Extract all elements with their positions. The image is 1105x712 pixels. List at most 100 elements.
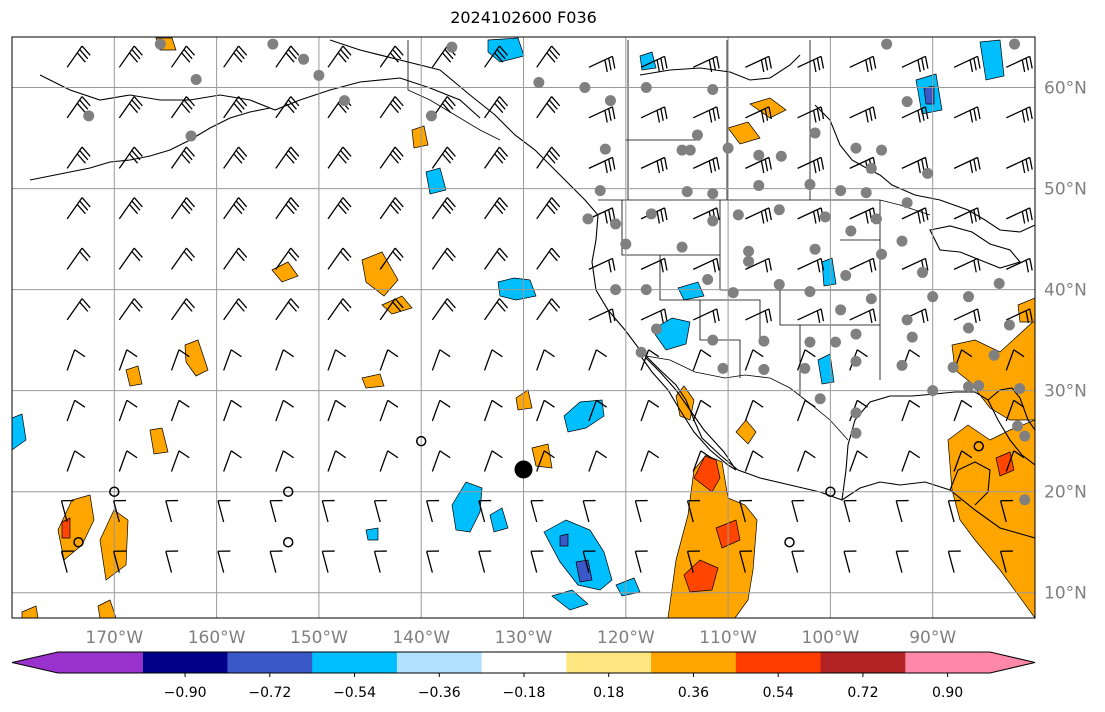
wind-barb-layer — [60, 45, 1033, 573]
wind-barb — [588, 349, 608, 371]
wind-barb — [796, 450, 816, 472]
wind-barb — [895, 550, 909, 573]
north-america-west-coast — [329, 39, 1035, 539]
wind-barb — [849, 55, 877, 73]
wind-barb — [66, 298, 91, 321]
positive-anomaly-region — [184, 339, 209, 377]
wind-barb — [66, 45, 91, 68]
wind-barb — [739, 550, 753, 573]
station-dot — [901, 314, 913, 326]
map-frame — [11, 36, 1036, 619]
wind-barb — [484, 197, 509, 220]
calm-wind-circle — [73, 536, 84, 548]
wind-barb — [66, 197, 91, 220]
wind-barb — [582, 499, 596, 523]
aleutian-islands — [29, 107, 271, 181]
wind-barb — [692, 308, 720, 323]
wind-barb — [223, 247, 248, 270]
wind-barb — [953, 450, 973, 472]
positive-anomaly-region — [951, 319, 1035, 421]
longitude-label: 90°W — [909, 628, 956, 648]
colorbar-segment — [142, 652, 228, 673]
wind-barb — [953, 55, 981, 73]
station-dot — [154, 38, 166, 50]
wind-barb — [588, 55, 616, 73]
colorbar — [11, 651, 1036, 674]
station-dot — [691, 129, 703, 141]
station-dot — [896, 359, 908, 371]
wind-barb — [379, 349, 399, 371]
latitude-label: 10°N — [1044, 584, 1087, 604]
wind-barb — [588, 399, 608, 422]
station-dot — [753, 149, 765, 161]
station-dot — [594, 185, 606, 197]
station-dot — [702, 274, 714, 286]
calm-wind-circle — [784, 536, 795, 548]
wind-barb — [379, 45, 404, 68]
station-dot — [267, 38, 279, 50]
wind-barb — [953, 257, 981, 273]
station-dot — [993, 278, 1005, 290]
wind-barb — [373, 499, 387, 523]
wind-barb — [483, 349, 503, 371]
wind-barb — [588, 257, 616, 273]
baja-california-coast — [639, 354, 737, 471]
negative-anomaly-region — [551, 589, 589, 611]
station-dot — [804, 179, 816, 191]
wind-barb — [217, 499, 231, 523]
strong-negative-anomaly-region — [559, 533, 569, 547]
wind-barb — [170, 197, 196, 220]
calm-wind-circle — [825, 486, 836, 497]
station-dot — [732, 209, 744, 221]
wind-barb — [113, 550, 127, 573]
wind-barb — [536, 349, 555, 371]
colorbar-segment — [481, 652, 567, 673]
wind-barb — [327, 197, 352, 220]
station-dot — [645, 208, 657, 220]
wind-barb — [379, 450, 399, 472]
wind-barb — [170, 399, 190, 422]
wind-barb — [1005, 207, 1033, 224]
station-dot — [927, 291, 939, 303]
station-dot — [635, 346, 647, 358]
station-dot — [610, 218, 622, 230]
colorbar-under-arrow — [12, 652, 143, 673]
latitude-label: 60°N — [1044, 79, 1087, 99]
calm-circle-layer — [73, 435, 984, 548]
station-dot — [830, 336, 842, 348]
wind-barb — [275, 349, 294, 371]
station-dot — [835, 304, 847, 316]
station-dot — [947, 361, 959, 373]
negative-anomaly-region — [365, 527, 379, 541]
colorbar-tick-label: 0.18 — [593, 685, 624, 701]
wind-barb — [60, 550, 74, 573]
station-dot — [814, 393, 826, 405]
longitude-label: 140°W — [392, 628, 450, 648]
station-dot — [850, 355, 862, 367]
wind-barb — [269, 499, 283, 523]
station-dot — [870, 213, 882, 225]
latitude-label: 50°N — [1044, 180, 1087, 200]
wind-barb — [843, 499, 857, 523]
wind-barb — [692, 349, 712, 371]
wind-barb — [530, 499, 544, 523]
wind-barb — [686, 499, 700, 523]
station-dot — [83, 110, 95, 122]
wind-barb — [66, 399, 86, 422]
station-dot — [1012, 420, 1024, 432]
wind-barb — [118, 349, 138, 371]
colorbar-segment — [312, 652, 398, 673]
wind-barb — [640, 308, 668, 323]
wind-barb — [1005, 55, 1033, 73]
station-dot — [916, 266, 928, 278]
station-dot — [1014, 383, 1026, 395]
strong-negative-anomaly-region — [575, 559, 593, 583]
wind-barb — [275, 247, 300, 270]
wind-barb — [431, 197, 456, 220]
calm-wind-circle — [973, 440, 984, 452]
strong-positive-anomaly-region — [693, 455, 721, 493]
wind-barb — [692, 257, 720, 273]
canada-province-borders — [625, 40, 811, 200]
wind-barb — [901, 55, 929, 73]
wind-barb — [582, 550, 596, 573]
